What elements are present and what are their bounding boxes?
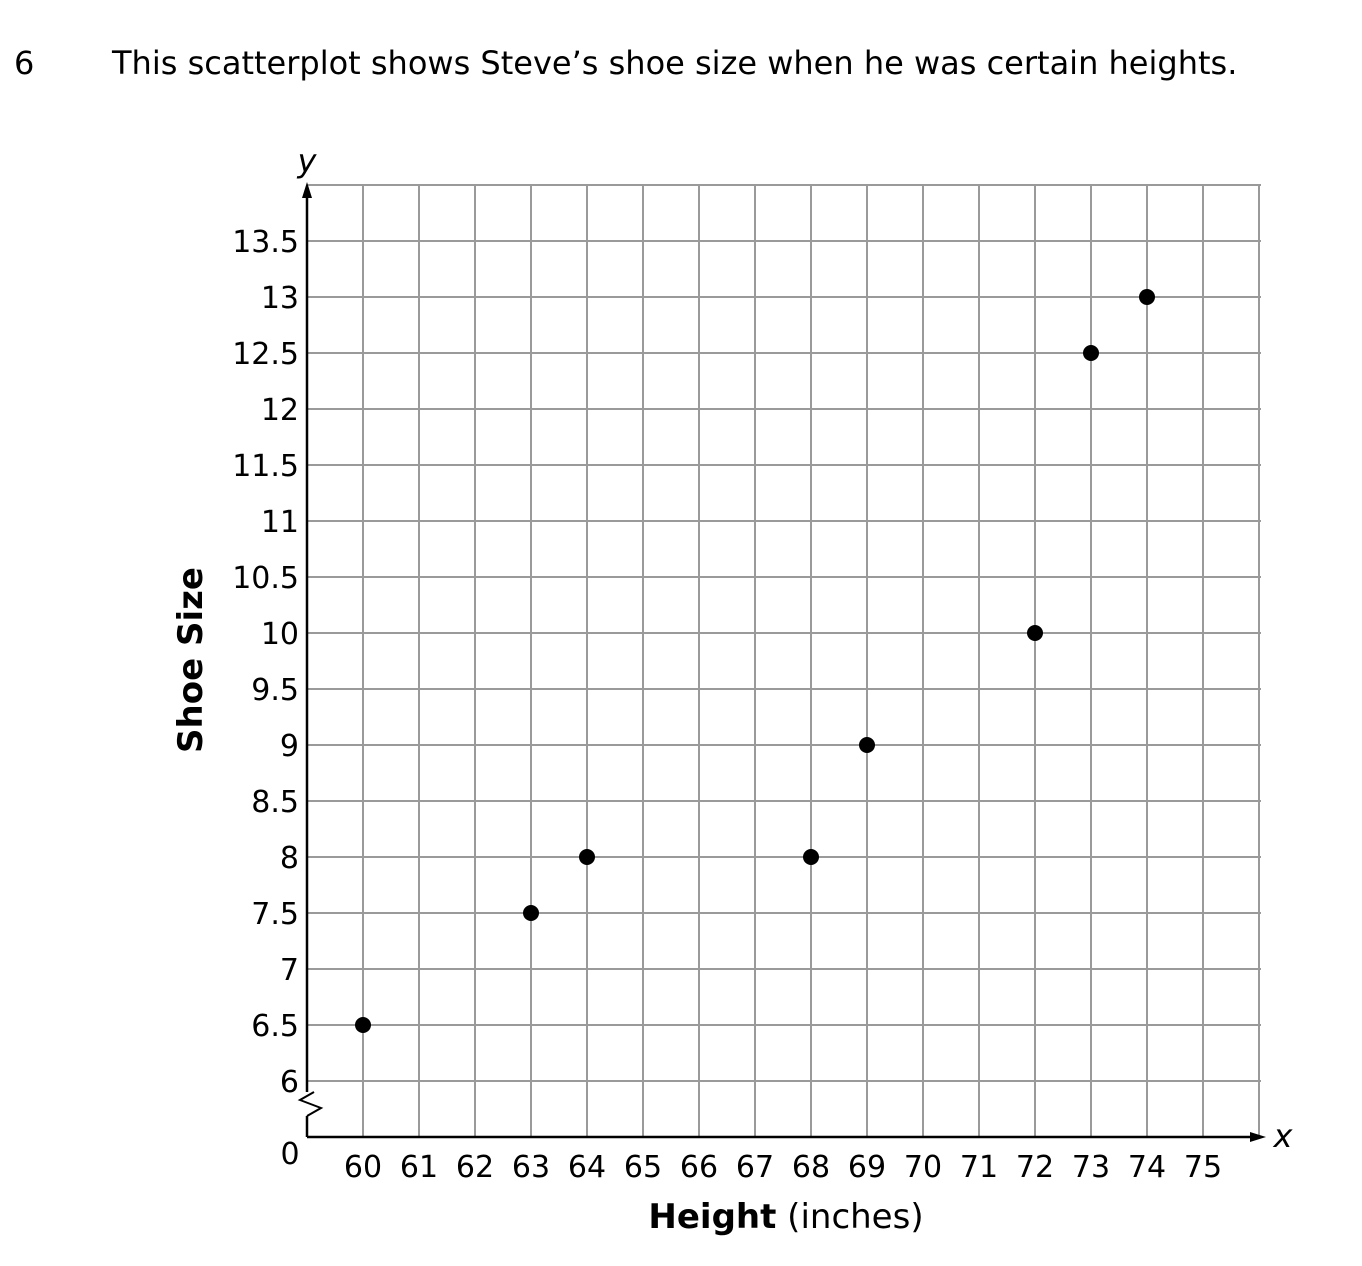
x-tick-label: 69 [848,1150,886,1185]
y-tick-label: 6.5 [251,1009,299,1044]
axes [297,182,1266,1142]
x-tick-label: 75 [1184,1150,1222,1185]
grid [307,184,1261,1137]
x-tick-labels: 60 61 62 63 64 65 66 67 68 69 70 71 72 73 74 75 [344,1150,1222,1185]
x-axis-variable: x [1273,1117,1294,1155]
y-tick-label: 9.5 [251,673,299,708]
data-point [355,1017,371,1033]
y-tick-label: 12 [261,393,299,428]
x-tick-label: 71 [960,1150,998,1185]
x-tick-label: 68 [792,1150,830,1185]
y-axis-arrowhead [302,182,312,198]
data-point [803,849,819,865]
x-tick-label: 73 [1072,1150,1110,1185]
x-tick-label: 67 [736,1150,774,1185]
x-tick-label: 72 [1016,1150,1054,1185]
x-tick-label: 61 [400,1150,438,1185]
y-tick-label: 13.5 [232,225,299,260]
x-tick-label: 62 [456,1150,494,1185]
origin-label: 0 [280,1137,299,1172]
x-axis-title-units: (inches) [776,1197,923,1237]
y-tick-label: 7 [280,953,299,988]
y-tick-label: 6 [280,1065,299,1100]
x-tick-label: 70 [904,1150,942,1185]
data-point [523,905,539,921]
y-tick-label: 11.5 [232,449,299,484]
y-axis-title: Shoe Size [171,567,211,753]
y-tick-label: 10 [261,617,299,652]
y-tick-label: 12.5 [232,337,299,372]
x-tick-label: 63 [512,1150,550,1185]
data-point [1027,625,1043,641]
y-tick-label: 8 [280,841,299,876]
x-axis-title-bold: Height [648,1197,776,1237]
y-tick-label: 13 [261,281,299,316]
y-tick-label: 9 [280,729,299,764]
x-tick-label: 66 [680,1150,718,1185]
data-point [859,737,875,753]
y-axis-variable: y [297,142,318,180]
question-text: This scatterplot shows Steve’s shoe size… [112,44,1238,82]
y-tick-label: 8.5 [251,785,299,820]
x-tick-label: 60 [344,1150,382,1185]
data-point [1083,345,1099,361]
x-tick-label: 65 [624,1150,662,1185]
data-point [579,849,595,865]
data-points [355,289,1155,1033]
y-tick-labels: 6 6.5 7 7.5 8 8.5 9 9.5 10 10.5 11 11.5 12 12.5 13 13.5 [232,225,299,1100]
y-axis-break-mark [297,1091,324,1117]
x-axis-title: Height (inches) [648,1197,923,1237]
x-axis-arrowhead [1250,1132,1266,1142]
x-tick-label: 64 [568,1150,606,1185]
y-tick-label: 11 [261,505,299,540]
y-tick-label: 10.5 [232,561,299,596]
data-point [1139,289,1155,305]
y-tick-label: 7.5 [251,897,299,932]
question-number: 6 [14,44,35,82]
x-tick-label: 74 [1128,1150,1166,1185]
